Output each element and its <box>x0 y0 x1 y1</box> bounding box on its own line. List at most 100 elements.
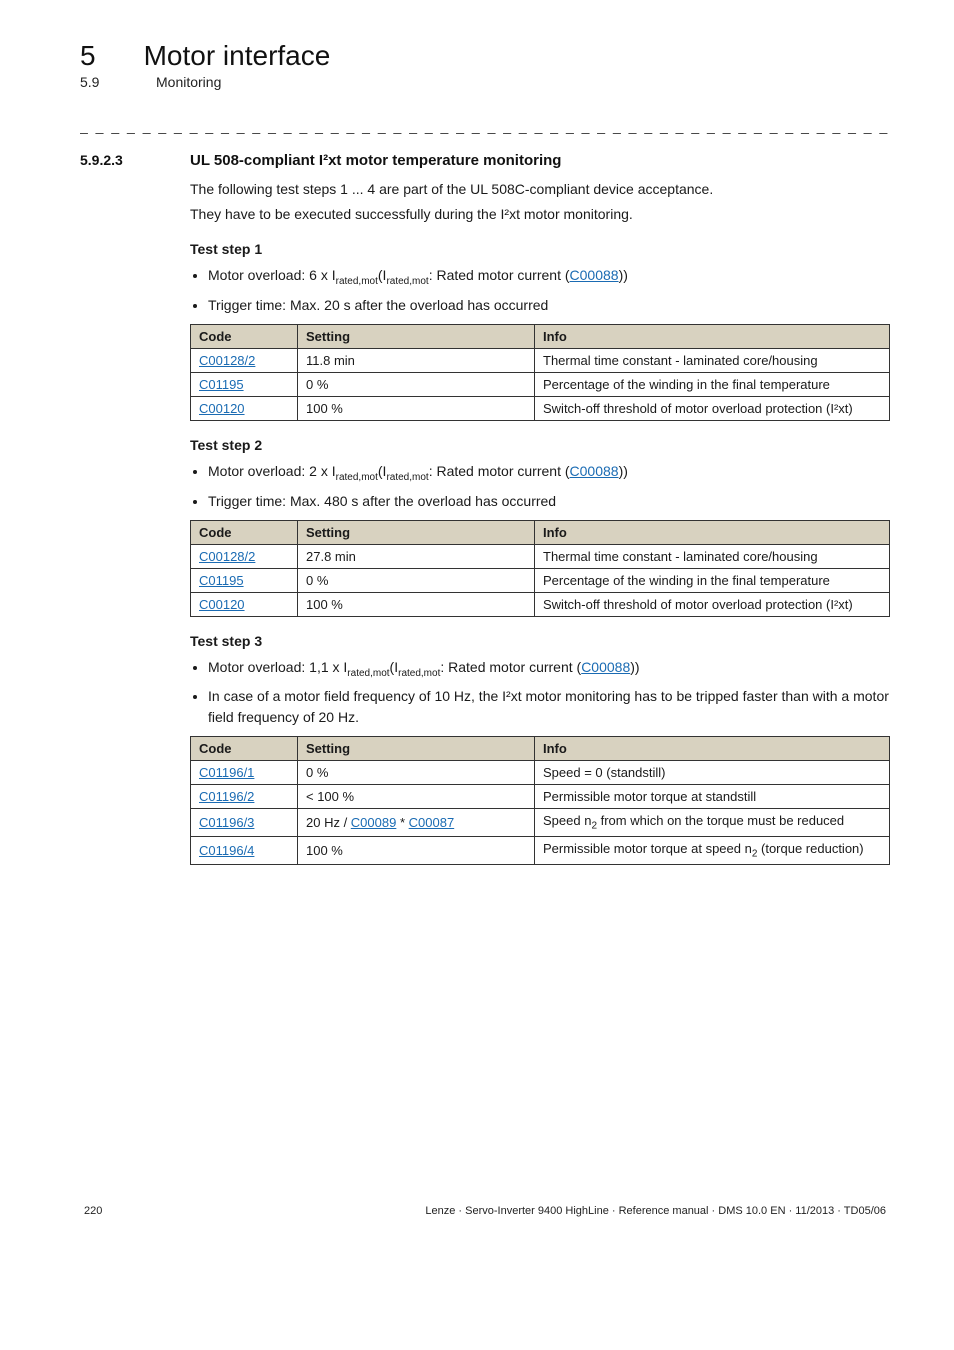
cell-info: Speed = 0 (standstill) <box>535 761 890 785</box>
cell-setting: 100 % <box>298 396 535 420</box>
test-step-1-label: Test step 1 <box>190 241 890 257</box>
intro-p2: They have to be executed successfully du… <box>190 204 890 225</box>
cell-setting: 27.8 min <box>298 544 535 568</box>
list-item: In case of a motor field frequency of 10… <box>208 686 890 728</box>
list-item: Motor overload: 2 x Irated,mot(Irated,mo… <box>208 461 890 485</box>
th-info: Info <box>535 520 890 544</box>
cell-setting: 0 % <box>298 568 535 592</box>
page: 5 Motor interface 5.9 Monitoring _ _ _ _… <box>0 0 954 1257</box>
cell-setting: < 100 % <box>298 785 535 809</box>
info-prefix: Permissible motor torque at speed n <box>543 841 752 856</box>
info-prefix: Speed n <box>543 813 591 828</box>
test-step-2-label: Test step 2 <box>190 437 890 453</box>
subsection-title: Monitoring <box>156 74 221 90</box>
subscript: rated,mot <box>347 667 389 678</box>
table-row: C01196/3 20 Hz / C00089 * C00087 Speed n… <box>191 809 890 837</box>
cell-setting: 0 % <box>298 372 535 396</box>
code-link[interactable]: C00128/2 <box>199 549 255 564</box>
bullet-text: : Rated motor current ( <box>429 267 570 283</box>
code-link[interactable]: C00089 <box>351 815 397 830</box>
test-step-2-table: Code Setting Info C00128/2 27.8 min Ther… <box>190 520 890 617</box>
cell-info: Thermal time constant - laminated core/h… <box>535 544 890 568</box>
subscript: rated,mot <box>386 472 428 483</box>
bullet-text: Motor overload: 2 x I <box>208 463 336 479</box>
bullet-text: : Rated motor current ( <box>429 463 570 479</box>
code-link[interactable]: C01195 <box>199 573 244 588</box>
info-after: from which on the torque must be reduced <box>597 813 844 828</box>
cell-info: Percentage of the winding in the final t… <box>535 568 890 592</box>
cell-info: Thermal time constant - laminated core/h… <box>535 348 890 372</box>
code-link[interactable]: C00087 <box>409 815 455 830</box>
code-link[interactable]: C00120 <box>199 401 245 416</box>
chapter-number: 5 <box>80 40 96 72</box>
list-item: Motor overload: 1,1 x Irated,mot(Irated,… <box>208 657 890 681</box>
code-link[interactable]: C00088 <box>581 659 630 675</box>
cell-setting: 100 % <box>298 592 535 616</box>
subsection-header: 5.9 Monitoring <box>80 74 890 90</box>
bullet-text: )) <box>630 659 639 675</box>
test-step-3-bullets: Motor overload: 1,1 x Irated,mot(Irated,… <box>190 657 890 729</box>
cell-info: Switch-off threshold of motor overload p… <box>535 592 890 616</box>
test-step-3-table: Code Setting Info C01196/1 0 % Speed = 0… <box>190 736 890 864</box>
th-code: Code <box>191 324 298 348</box>
th-setting: Setting <box>298 520 535 544</box>
subscript: rated,mot <box>336 472 378 483</box>
list-item: Trigger time: Max. 20 s after the overlo… <box>208 295 890 316</box>
th-code: Code <box>191 520 298 544</box>
table-row: C01196/1 0 % Speed = 0 (standstill) <box>191 761 890 785</box>
test-step-2-bullets: Motor overload: 2 x Irated,mot(Irated,mo… <box>190 461 890 512</box>
code-link[interactable]: C00120 <box>199 597 245 612</box>
section-number: 5.9.2.3 <box>80 152 150 168</box>
table-row: C01195 0 % Percentage of the winding in … <box>191 372 890 396</box>
doc-info: Lenze · Servo-Inverter 9400 HighLine · R… <box>425 1205 886 1217</box>
bullet-text: (I <box>390 659 399 675</box>
th-info: Info <box>535 737 890 761</box>
list-item: Motor overload: 6 x Irated,mot(Irated,mo… <box>208 265 890 289</box>
code-link[interactable]: C01196/4 <box>199 843 254 858</box>
chapter-title: Motor interface <box>144 40 331 72</box>
setting-prefix: 20 Hz / <box>306 815 351 830</box>
page-number: 220 <box>84 1205 102 1217</box>
intro-p1: The following test steps 1 ... 4 are par… <box>190 179 890 200</box>
chapter-header: 5 Motor interface <box>80 40 890 72</box>
code-link[interactable]: C01195 <box>199 377 244 392</box>
subsection-number: 5.9 <box>80 74 108 90</box>
th-info: Info <box>535 324 890 348</box>
table-row: C00120 100 % Switch-off threshold of mot… <box>191 592 890 616</box>
cell-setting: 0 % <box>298 761 535 785</box>
cell-info: Percentage of the winding in the final t… <box>535 372 890 396</box>
code-link[interactable]: C00128/2 <box>199 353 255 368</box>
bullet-text: Motor overload: 6 x I <box>208 267 336 283</box>
cell-setting: 11.8 min <box>298 348 535 372</box>
code-link[interactable]: C00088 <box>570 463 619 479</box>
table-row: C01195 0 % Percentage of the winding in … <box>191 568 890 592</box>
test-step-1-table: Code Setting Info C00128/2 11.8 min Ther… <box>190 324 890 421</box>
cell-info: Speed n2 from which on the torque must b… <box>535 809 890 837</box>
bullet-text: Motor overload: 1,1 x I <box>208 659 347 675</box>
code-link[interactable]: C01196/2 <box>199 789 254 804</box>
section-heading: 5.9.2.3 UL 508-compliant I²xt motor temp… <box>80 152 890 169</box>
bullet-text: )) <box>619 267 628 283</box>
code-link[interactable]: C01196/1 <box>199 765 254 780</box>
cell-info: Switch-off threshold of motor overload p… <box>535 396 890 420</box>
dashed-divider: _ _ _ _ _ _ _ _ _ _ _ _ _ _ _ _ _ _ _ _ … <box>80 118 890 134</box>
setting-mid: * <box>396 815 408 830</box>
cell-setting: 100 % <box>298 836 535 864</box>
th-code: Code <box>191 737 298 761</box>
table-row: C01196/2 < 100 % Permissible motor torqu… <box>191 785 890 809</box>
code-link[interactable]: C01196/3 <box>199 815 254 830</box>
th-setting: Setting <box>298 737 535 761</box>
cell-info: Permissible motor torque at speed n2 (to… <box>535 836 890 864</box>
table-row: C01196/4 100 % Permissible motor torque … <box>191 836 890 864</box>
info-after: (torque reduction) <box>757 841 863 856</box>
subscript: rated,mot <box>386 276 428 287</box>
table-row: C00128/2 27.8 min Thermal time constant … <box>191 544 890 568</box>
test-step-1-bullets: Motor overload: 6 x Irated,mot(Irated,mo… <box>190 265 890 316</box>
page-footer: 220 Lenze · Servo-Inverter 9400 HighLine… <box>80 1205 890 1217</box>
test-step-3-label: Test step 3 <box>190 633 890 649</box>
subscript: rated,mot <box>336 276 378 287</box>
bullet-text: )) <box>619 463 628 479</box>
section-title: UL 508-compliant I²xt motor temperature … <box>190 152 561 169</box>
code-link[interactable]: C00088 <box>570 267 619 283</box>
table-row: C00128/2 11.8 min Thermal time constant … <box>191 348 890 372</box>
